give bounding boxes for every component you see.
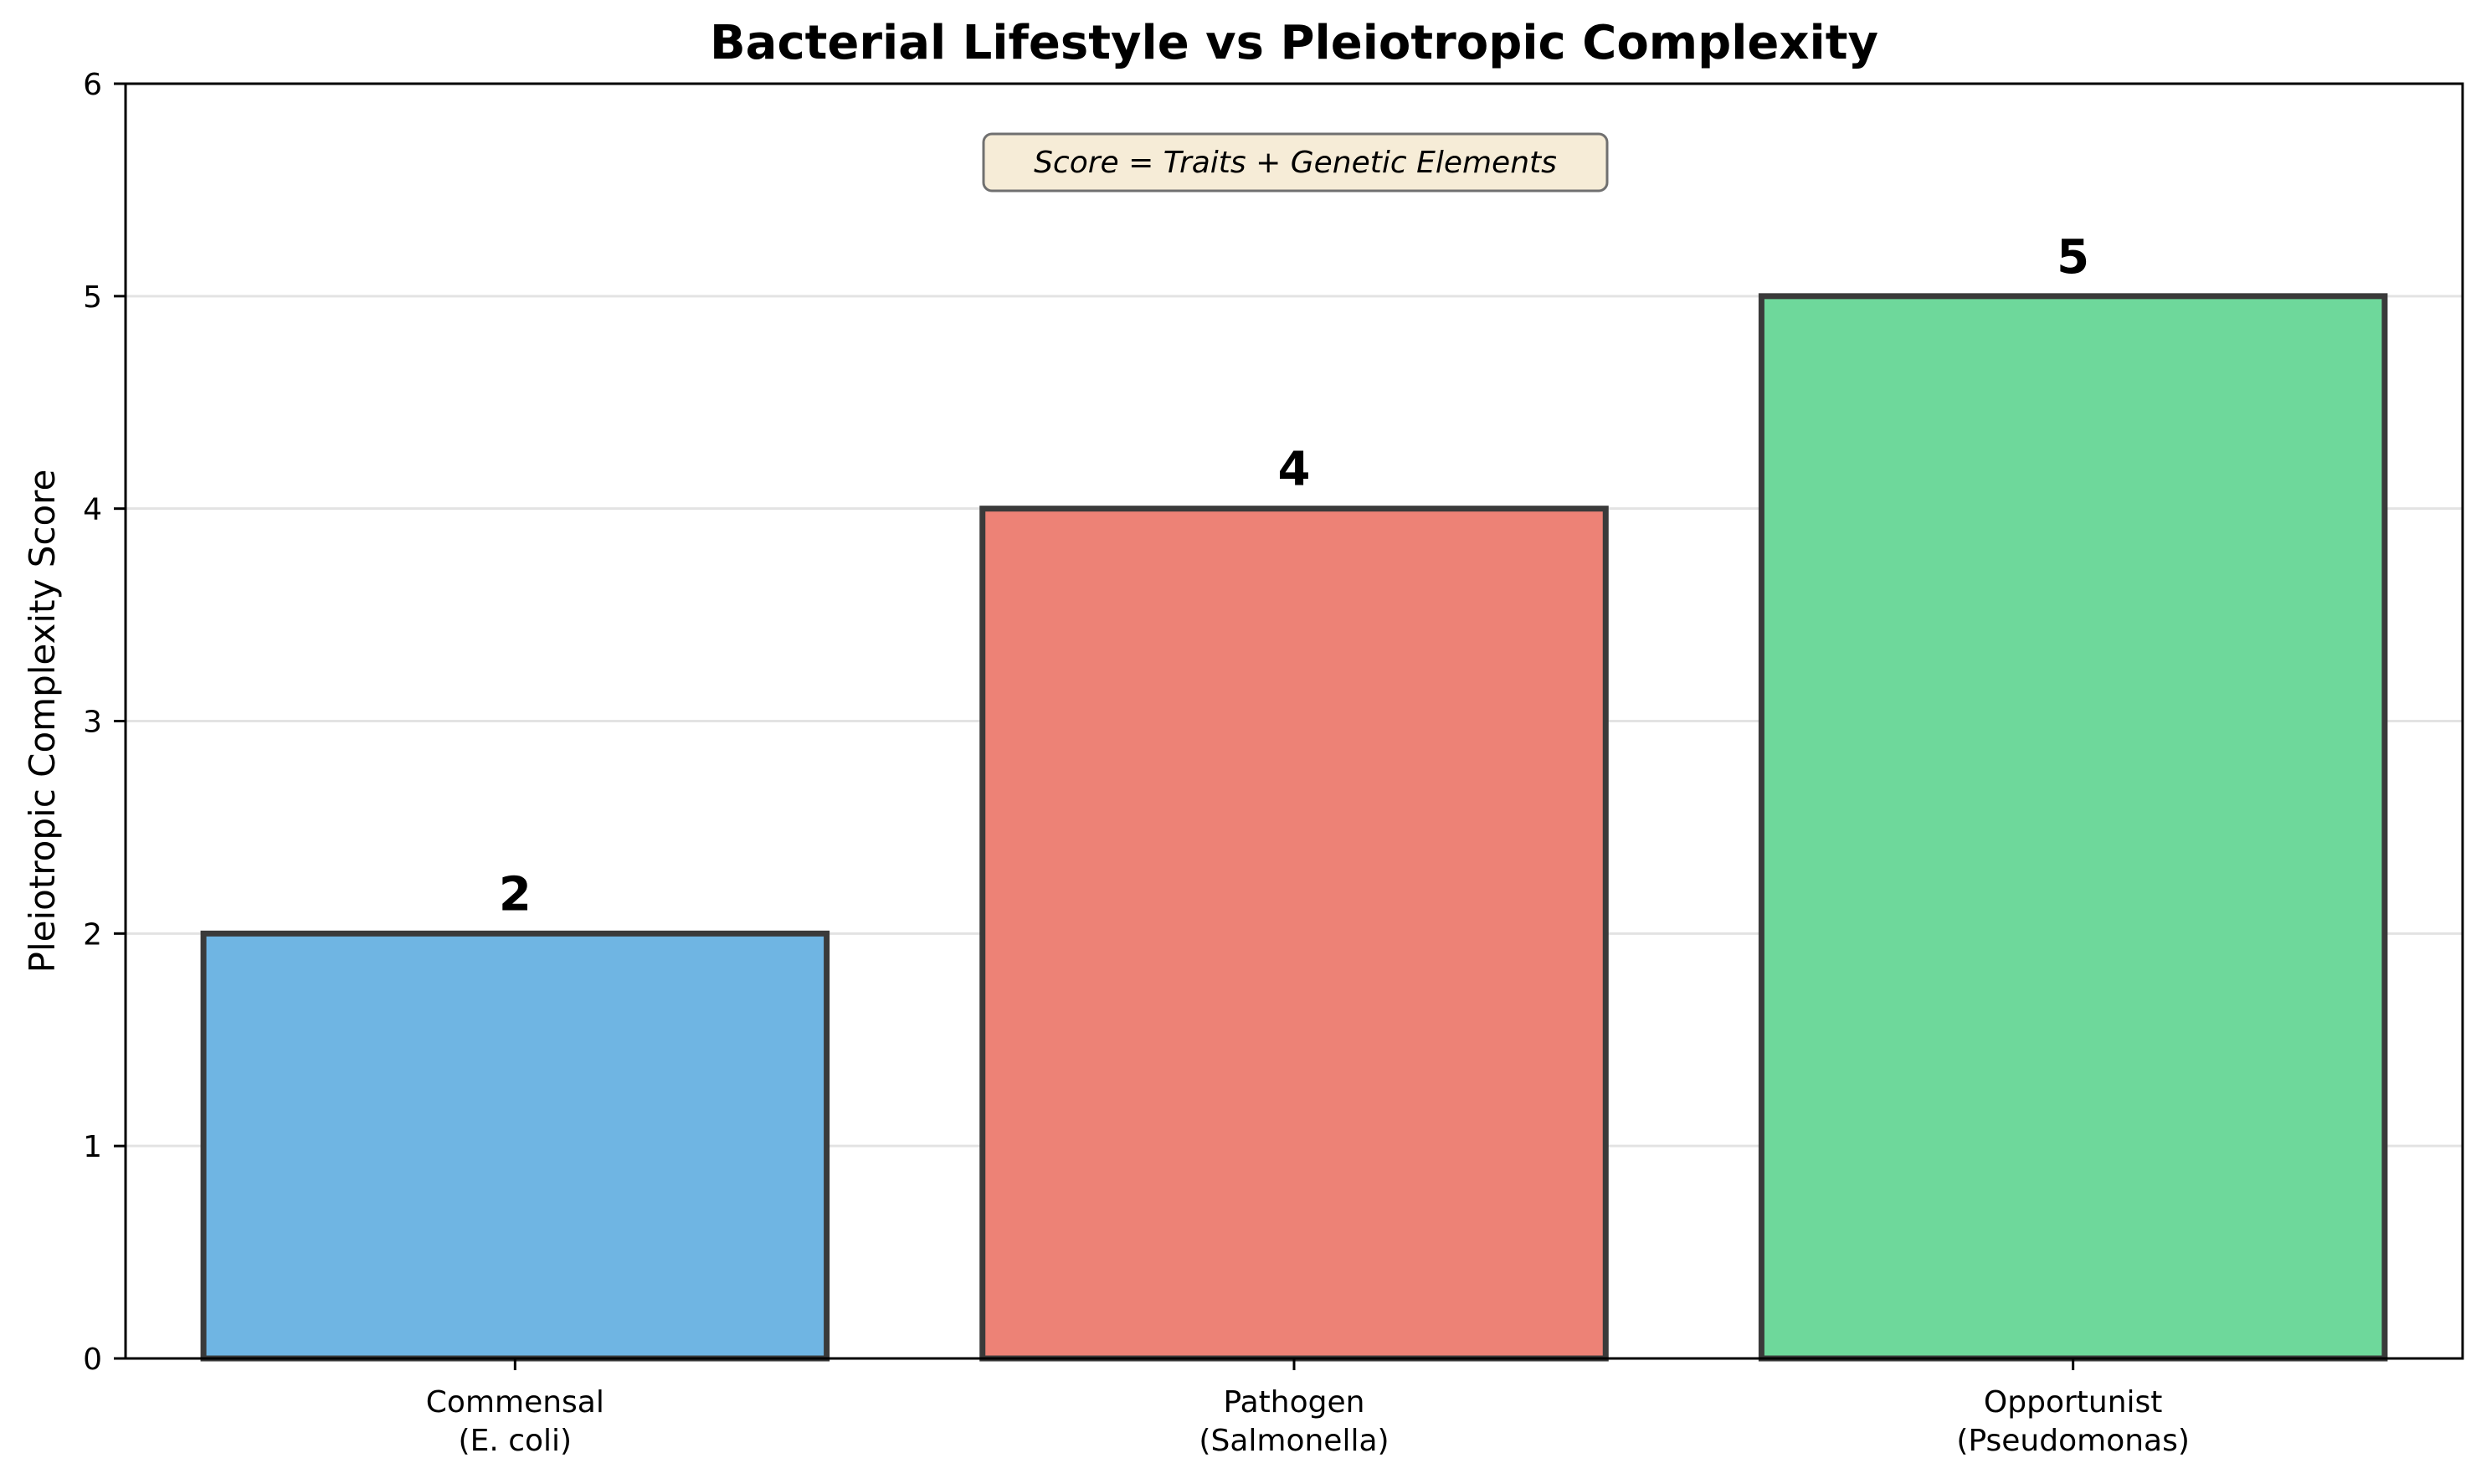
bar-2 (1758, 293, 2388, 1362)
bar-1 (979, 506, 1609, 1362)
bar-0 (200, 930, 830, 1362)
y-tick-label-0: 0 (83, 1343, 102, 1377)
x-tick-label-2-0: Opportunist (1984, 1385, 2163, 1420)
annotation-box (982, 132, 1609, 193)
bar-value-label-0: 2 (499, 867, 532, 922)
y-tick-label-1: 1 (83, 1130, 102, 1164)
bar-value-label-1: 4 (1278, 443, 1311, 497)
annotation-text: Score = Traits + Genetic Elements (1034, 146, 1557, 180)
y-tick-label-3: 3 (83, 706, 102, 740)
x-tick-label-0-1: (E. coli) (459, 1424, 573, 1458)
x-tick-label-1-0: Pathogen (1224, 1385, 1365, 1420)
y-axis-label: Pleiotropic Complexity Score (22, 470, 63, 973)
y-tick-label-4: 4 (83, 493, 102, 527)
x-tick-label-1-1: (Salmonella) (1199, 1424, 1389, 1458)
x-tick-label-0-0: Commensal (426, 1385, 604, 1420)
y-tick-label-2: 2 (83, 917, 102, 952)
bar-value-label-2: 5 (2057, 230, 2089, 285)
y-tick-label-6: 6 (83, 68, 102, 102)
chart-title: Bacterial Lifestyle vs Pleiotropic Compl… (710, 16, 1878, 70)
x-tick-label-2-1: (Pseudomonas) (1956, 1424, 2190, 1458)
y-tick-label-5: 5 (83, 280, 102, 315)
